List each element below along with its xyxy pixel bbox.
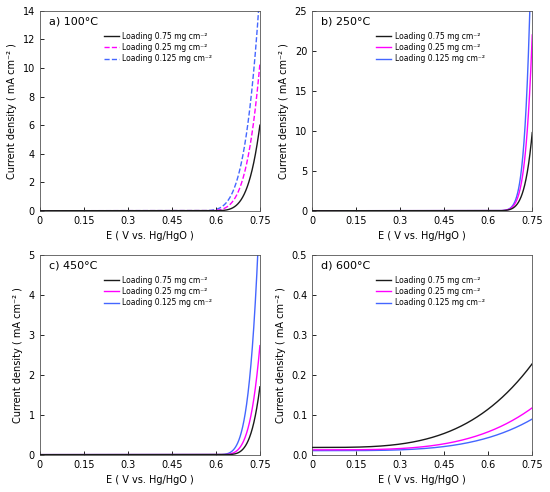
Text: d) 600°C: d) 600°C (321, 261, 370, 271)
Y-axis label: Current density ( mA cm⁻² ): Current density ( mA cm⁻² ) (7, 43, 17, 179)
Text: a) 100°C: a) 100°C (48, 17, 97, 27)
Text: b) 250°C: b) 250°C (321, 17, 370, 27)
X-axis label: E ( V vs. Hg/HgO ): E ( V vs. Hg/HgO ) (106, 231, 194, 241)
X-axis label: E ( V vs. Hg/HgO ): E ( V vs. Hg/HgO ) (378, 231, 466, 241)
Y-axis label: Current density ( mA cm⁻² ): Current density ( mA cm⁻² ) (13, 287, 23, 423)
X-axis label: E ( V vs. Hg/HgO ): E ( V vs. Hg/HgO ) (106, 475, 194, 485)
Y-axis label: Current density ( mA cm⁻² ): Current density ( mA cm⁻² ) (279, 43, 289, 179)
X-axis label: E ( V vs. Hg/HgO ): E ( V vs. Hg/HgO ) (378, 475, 466, 485)
Y-axis label: Current density ( mA cm⁻² ): Current density ( mA cm⁻² ) (276, 287, 287, 423)
Legend: Loading 0.75 mg cm⁻², Loading 0.25 mg cm⁻², Loading 0.125 mg cm⁻²: Loading 0.75 mg cm⁻², Loading 0.25 mg cm… (373, 29, 488, 66)
Text: c) 450°C: c) 450°C (48, 261, 97, 271)
Legend: Loading 0.75 mg cm⁻², Loading 0.25 mg cm⁻², Loading 0.125 mg cm⁻²: Loading 0.75 mg cm⁻², Loading 0.25 mg cm… (101, 273, 215, 310)
Legend: Loading 0.75 mg cm⁻², Loading 0.25 mg cm⁻², Loading 0.125 mg cm⁻²: Loading 0.75 mg cm⁻², Loading 0.25 mg cm… (101, 29, 215, 66)
Legend: Loading 0.75 mg cm⁻², Loading 0.25 mg cm⁻², Loading 0.125 mg cm⁻²: Loading 0.75 mg cm⁻², Loading 0.25 mg cm… (373, 273, 488, 310)
